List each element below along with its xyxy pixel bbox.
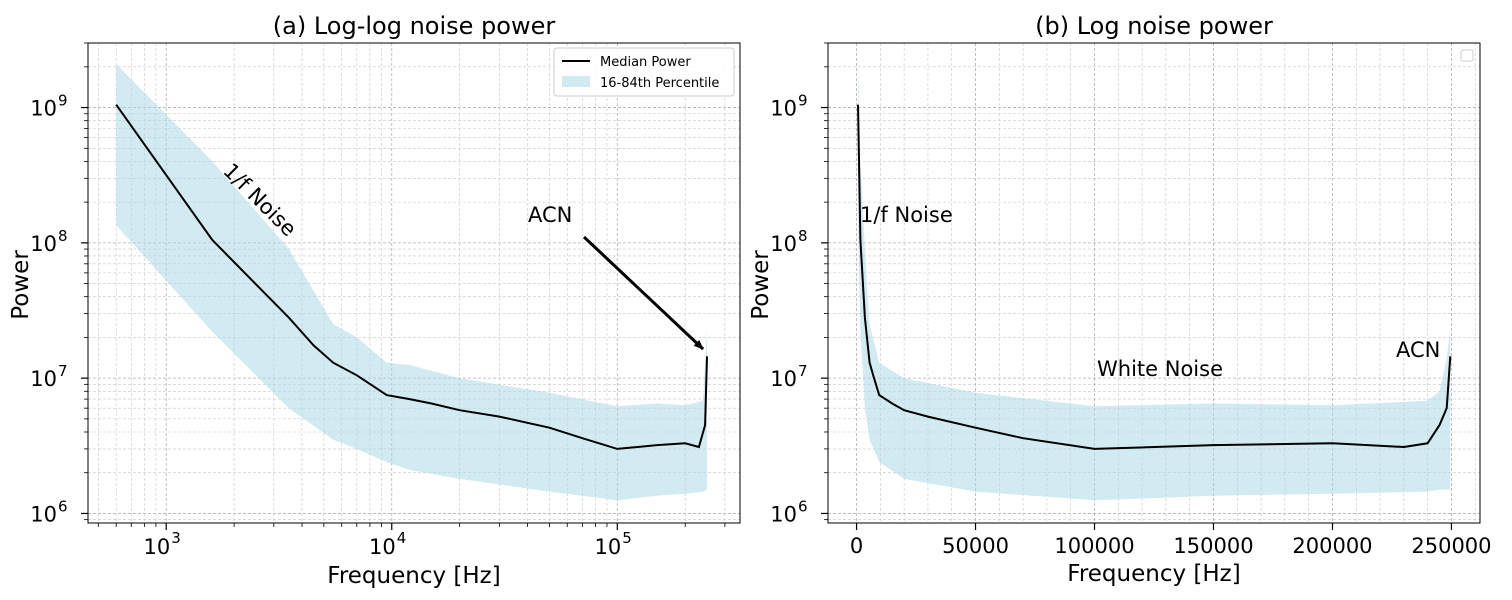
panel-b-ytick-exponent: 8: [798, 227, 808, 245]
panel-a-legend: Median Power 16-84th Percentile: [553, 47, 735, 97]
legend-median-label: Median Power: [600, 55, 691, 70]
panel-b-xtick-label: 250000: [1411, 534, 1491, 558]
panel-a-ytick-label: 10: [30, 232, 57, 256]
panel-b: 10 610 710 810 90 50000 100000 150000 200000 2500…: [748, 12, 1492, 587]
panel-a-xtick-label: 10: [143, 535, 170, 559]
panel-b-xtick-label: 50000: [942, 534, 1009, 558]
panel-b-ytick-label: 10: [770, 502, 797, 526]
panel-b-ticks: 10 610 710 810 90 50000 100000 150000 200000 2500…: [770, 42, 1492, 558]
panel-b-ytick-label: 10: [770, 232, 797, 256]
panel-a-xlabel: Frequency [Hz]: [327, 563, 500, 589]
panel-a-ytick-exponent: 8: [58, 227, 68, 245]
panel-a-ytick-label: 10: [30, 367, 57, 391]
panel-a-frame: [87, 42, 741, 524]
panel-b-ytick-label: 10: [770, 367, 797, 391]
panel-b-annotation-white-noise: White Noise: [1097, 357, 1223, 381]
panel-a-ytick-label: 10: [30, 97, 57, 121]
legend-box: [553, 47, 735, 97]
panel-b-frame: [827, 42, 1481, 524]
panel-a-xtick-exponent: 3: [171, 529, 181, 547]
panel-a-ylabel: Power: [8, 250, 34, 320]
panel-b-xlabel: Frequency [Hz]: [1067, 561, 1240, 587]
panel-a-ytick-exponent: 9: [58, 92, 68, 110]
panel-a-title: (a) Log-log noise power: [273, 12, 556, 40]
panel-b-median-line: [857, 104, 1452, 450]
panel-a-acn-arrow: [582, 235, 705, 351]
panel-b-ytick-label: 10: [770, 97, 797, 121]
panel-a-ytick-label: 10: [30, 502, 57, 526]
panel-b-ytick-exponent: 7: [798, 362, 808, 380]
panel-a-xtick-exponent: 5: [622, 529, 632, 547]
panel-b-annotation-acn: ACN: [1396, 338, 1440, 362]
panel-a-annotation-acn: ACN: [528, 203, 572, 227]
panel-b-ytick-exponent: 9: [798, 92, 808, 110]
panel-a-median-line: [115, 104, 708, 450]
panel-b-title: (b) Log noise power: [1035, 12, 1273, 40]
panel-b-xtick-label: 200000: [1292, 534, 1372, 558]
panel-b-annotation-1f-noise: 1/f Noise: [860, 203, 953, 227]
legend-percentile-swatch: [562, 76, 590, 87]
legend-percentile-label: 16-84th Percentile: [600, 76, 719, 91]
panel-a-ytick-exponent: 7: [58, 362, 68, 380]
panel-a-ytick-exponent: 6: [58, 497, 68, 515]
panel-b-percentile-band: [858, 64, 1451, 501]
panel-a-percentile-band: [116, 64, 707, 501]
panel-a-xtick-label: 10: [369, 535, 396, 559]
panel-b-xtick-label: 150000: [1173, 534, 1253, 558]
panel-a: 10 610 710 810 910 3 10 4 10 5 (a) Log-log noise …: [8, 12, 741, 589]
panel-b-xtick-label: 0: [850, 534, 863, 558]
panel-b-empty-legend: [1460, 49, 1474, 62]
panel-b-ytick-exponent: 6: [798, 497, 808, 515]
panel-a-xtick-label: 10: [595, 535, 622, 559]
panel-b-ylabel: Power: [748, 250, 774, 320]
panel-a-ticks: 10 610 710 810 910 3 10 4 10 5: [30, 42, 726, 559]
panel-b-xtick-label: 100000: [1054, 534, 1134, 558]
panel-a-xtick-exponent: 4: [397, 529, 407, 547]
